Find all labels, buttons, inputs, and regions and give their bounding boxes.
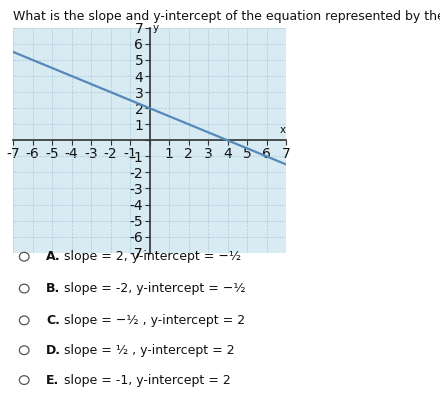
Text: slope = -1, y-intercept = 2: slope = -1, y-intercept = 2 [64,374,231,386]
Text: B.: B. [46,282,60,295]
Text: slope = ½ , y-intercept = 2: slope = ½ , y-intercept = 2 [64,344,235,357]
Text: slope = -2, y-intercept = −½: slope = -2, y-intercept = −½ [64,282,246,295]
Text: y: y [153,23,159,33]
Text: A.: A. [46,250,61,263]
Text: What is the slope and y-intercept of the equation represented by the following g: What is the slope and y-intercept of the… [13,10,440,23]
Text: E.: E. [46,374,59,386]
Text: slope = −½ , y-intercept = 2: slope = −½ , y-intercept = 2 [64,314,245,327]
Text: x: x [280,125,286,135]
Text: D.: D. [46,344,61,357]
Text: C.: C. [46,314,60,327]
Text: slope = 2, y-intercept = −½: slope = 2, y-intercept = −½ [64,250,241,263]
